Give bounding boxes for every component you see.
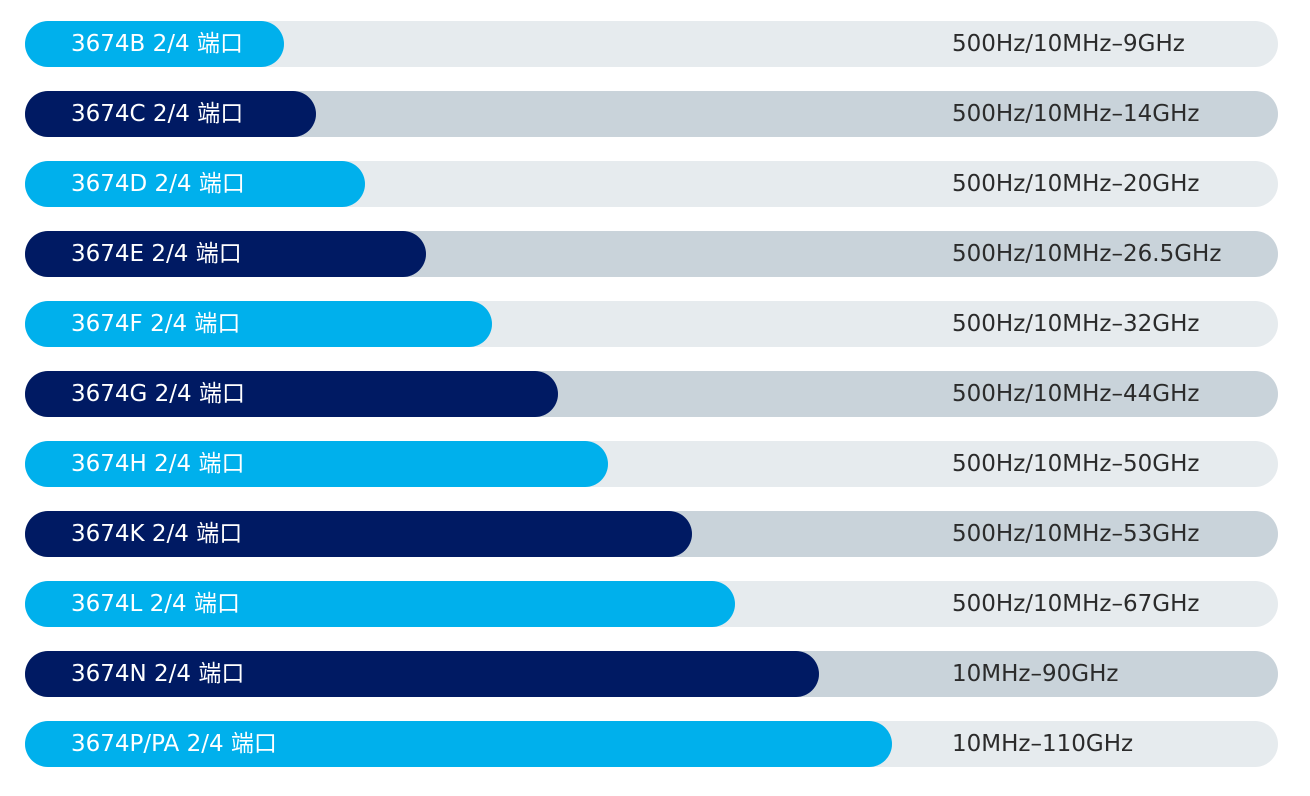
bar-row: 3674P/PA 2/4 端口 10MHz–110GHz: [25, 721, 1278, 767]
bar-label: 3674P/PA 2/4 端口: [71, 731, 277, 757]
range-label: 500Hz/10MHz–9GHz: [952, 31, 1185, 57]
range-label: 500Hz/10MHz–20GHz: [952, 171, 1200, 197]
bar-fill: 3674H 2/4 端口: [25, 441, 608, 487]
bar-label: 3674D 2/4 端口: [71, 171, 245, 197]
bar-label: 3674G 2/4 端口: [71, 381, 245, 407]
bar-label: 3674H 2/4 端口: [71, 451, 245, 477]
bar-label: 3674F 2/4 端口: [71, 311, 241, 337]
bar-label: 3674L 2/4 端口: [71, 591, 240, 617]
bar-fill: 3674K 2/4 端口: [25, 511, 692, 557]
bar-row: 3674G 2/4 端口 500Hz/10MHz–44GHz: [25, 371, 1278, 417]
bar-label: 3674K 2/4 端口: [71, 521, 243, 547]
bar-row: 3674K 2/4 端口 500Hz/10MHz–53GHz: [25, 511, 1278, 557]
range-label: 500Hz/10MHz–53GHz: [952, 521, 1200, 547]
range-label: 500Hz/10MHz–44GHz: [952, 381, 1200, 407]
bar-row: 3674F 2/4 端口 500Hz/10MHz–32GHz: [25, 301, 1278, 347]
bar-fill: 3674P/PA 2/4 端口: [25, 721, 893, 767]
range-label: 10MHz–110GHz: [952, 731, 1134, 757]
bar-fill: 3674N 2/4 端口: [25, 651, 820, 697]
bar-row: 3674E 2/4 端口 500Hz/10MHz–26.5GHz: [25, 231, 1278, 277]
range-label: 500Hz/10MHz–50GHz: [952, 451, 1200, 477]
bar-fill: 3674B 2/4 端口: [25, 21, 285, 67]
bar-fill: 3674G 2/4 端口: [25, 371, 558, 417]
bar-row: 3674B 2/4 端口 500Hz/10MHz–9GHz: [25, 21, 1278, 67]
bar-fill: 3674D 2/4 端口: [25, 161, 365, 207]
bar-label: 3674C 2/4 端口: [71, 101, 244, 127]
range-label: 10MHz–90GHz: [952, 661, 1119, 687]
range-label: 500Hz/10MHz–67GHz: [952, 591, 1200, 617]
bar-label: 3674N 2/4 端口: [71, 661, 245, 687]
bar-fill: 3674E 2/4 端口: [25, 231, 426, 277]
bar-row: 3674D 2/4 端口 500Hz/10MHz–20GHz: [25, 161, 1278, 207]
bar-row: 3674C 2/4 端口 500Hz/10MHz–14GHz: [25, 91, 1278, 137]
bar-label: 3674B 2/4 端口: [71, 31, 243, 57]
bar-row: 3674N 2/4 端口 10MHz–90GHz: [25, 651, 1278, 697]
bar-label: 3674E 2/4 端口: [71, 241, 242, 267]
range-label: 500Hz/10MHz–26.5GHz: [952, 241, 1222, 267]
range-label: 500Hz/10MHz–32GHz: [952, 311, 1200, 337]
bar-row: 3674H 2/4 端口 500Hz/10MHz–50GHz: [25, 441, 1278, 487]
bar-fill: 3674F 2/4 端口: [25, 301, 493, 347]
range-label: 500Hz/10MHz–14GHz: [952, 101, 1200, 127]
bar-fill: 3674C 2/4 端口: [25, 91, 316, 137]
bar-row: 3674L 2/4 端口 500Hz/10MHz–67GHz: [25, 581, 1278, 627]
bar-fill: 3674L 2/4 端口: [25, 581, 736, 627]
